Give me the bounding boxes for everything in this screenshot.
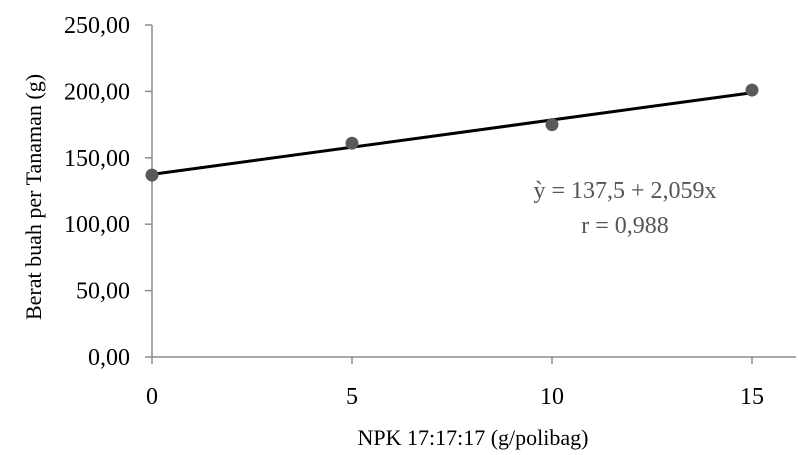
- y-tick-label: 200,00: [64, 79, 130, 105]
- x-tick-label: 10: [540, 384, 564, 410]
- axes: [151, 25, 796, 358]
- data-point: [145, 168, 159, 182]
- data-point: [545, 118, 559, 132]
- trendline-group: [151, 91, 753, 176]
- data-points: [145, 83, 759, 182]
- y-ticks: 0,00 50,00 100,00 150,00 200,00 250,00: [64, 13, 152, 371]
- trendline: [151, 91, 753, 176]
- y-tick-label: 150,00: [64, 146, 130, 172]
- x-axis-title: NPK 17:17:17 (g/polibag): [358, 425, 589, 450]
- correlation-coefficient: r = 0,988: [581, 213, 669, 239]
- y-axis-title: Berat buah per Tanaman (g): [21, 74, 46, 320]
- y-tick-label: 50,00: [76, 279, 130, 305]
- x-ticks: 0 5 10 15: [146, 357, 764, 410]
- y-tick-label: 0,00: [88, 345, 130, 371]
- regression-equation: ỳ = 137,5 + 2,059x: [533, 178, 716, 204]
- data-point: [345, 136, 359, 150]
- y-tick-label: 100,00: [64, 212, 130, 238]
- data-point: [745, 83, 759, 97]
- x-tick-label: 15: [740, 384, 764, 410]
- y-tick-label: 250,00: [64, 13, 130, 39]
- x-tick-label: 0: [146, 384, 158, 410]
- x-tick-label: 5: [346, 384, 358, 410]
